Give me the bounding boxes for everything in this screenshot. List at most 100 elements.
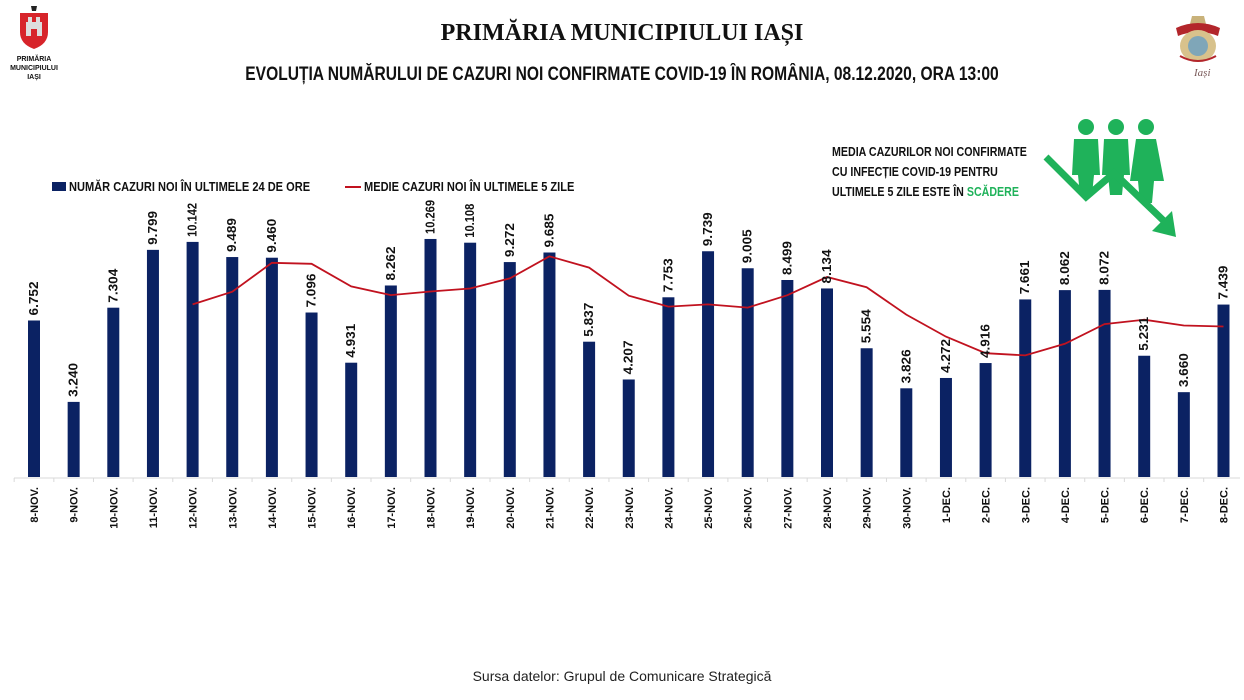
x-tick-label: 19-NOV. [465, 487, 477, 529]
bar-value-label: 8.072 [1097, 251, 1112, 285]
logo-text-2: MUNICIPIULUI [10, 65, 58, 72]
x-tick-label: 25-NOV. [703, 487, 715, 529]
bar-value-label: 10.108 [462, 204, 477, 238]
moving-average-line [192, 255, 1224, 357]
covid-cases-chart: 6.752 3.240 7.304 9.799 10.142 9.489 9.460 7.09… [13, 200, 1240, 529]
x-tick-label: 1-DEC. [941, 487, 953, 523]
x-tick-label: 8-DEC. [1219, 487, 1231, 523]
bar-3-DEC. [1019, 299, 1032, 477]
bar-2-DEC. [979, 363, 992, 477]
x-tick-label: 15-NOV. [307, 487, 319, 529]
bar-value-label: 5.554 [859, 308, 874, 343]
logo-text-3: IAȘI [27, 74, 41, 81]
bar-value-label: 10.269 [423, 200, 438, 234]
bar-value-label: 9.799 [145, 211, 160, 245]
x-tick-label: 7-DEC. [1179, 487, 1191, 523]
bar-22-NOV. [583, 341, 596, 477]
coat-of-arms-icon [20, 6, 48, 49]
iasi-coat-of-arms: Iași [1168, 10, 1228, 90]
x-tick-label: 17-NOV. [386, 487, 398, 529]
x-tick-label: 5-DEC. [1100, 487, 1112, 523]
x-tick-label: 24-NOV. [663, 487, 675, 529]
x-tick-label: 10-NOV. [108, 487, 120, 529]
bar-value-label: 9.739 [700, 212, 715, 246]
bar-23-NOV. [622, 379, 635, 477]
x-tick-label: 12-NOV. [188, 487, 200, 529]
bar-8-DEC. [1217, 304, 1230, 477]
bar-value-label: 3.240 [66, 363, 81, 397]
legend-item-line: MEDIE CAZURI NOI ÎN ULTIMELE 5 ZILE [345, 178, 611, 194]
x-tick-label: 8-NOV. [29, 487, 41, 523]
bar-7-DEC. [1177, 392, 1190, 477]
bar-15-NOV. [305, 312, 318, 477]
bar-value-label: 7.753 [660, 258, 675, 292]
bar-26-NOV. [741, 268, 754, 477]
bar-value-label: 4.931 [343, 324, 358, 358]
x-axis: 8-NOV. 9-NOV. 10-NOV. 11-NOV. 12-NOV. 13-NOV.… [13, 477, 1240, 529]
bar-value-label: 9.460 [264, 219, 279, 253]
bar-value-label: 5.231 [1136, 317, 1151, 351]
trend-note: MEDIA CAZURILOR NOI CONFIRMATE CU INFECȚ… [832, 142, 1070, 202]
bar-value-label: 9.685 [541, 214, 556, 248]
page-title: PRIMĂRIA MUNICIPIULUI IAȘI [440, 20, 804, 46]
note-highlight: SCĂDERE [966, 184, 1019, 199]
bar-10-NOV. [107, 307, 120, 477]
bar-21-NOV. [543, 252, 556, 477]
bar-value-label: 7.661 [1017, 260, 1032, 294]
bar-value-label: 9.005 [740, 229, 755, 263]
bar-14-NOV. [265, 257, 278, 477]
bar-18-NOV. [424, 238, 437, 477]
note-line-1: MEDIA CAZURILOR NOI CONFIRMATE [832, 144, 1027, 159]
bar-value-label: 5.837 [581, 303, 596, 337]
bar-1-DEC. [939, 377, 952, 477]
bar-24-NOV. [662, 297, 675, 477]
x-tick-label: 27-NOV. [782, 487, 794, 529]
bar-17-NOV. [384, 285, 397, 477]
x-tick-label: 4-DEC. [1060, 487, 1072, 523]
bar-11-NOV. [146, 249, 159, 477]
bar-value-label: 4.272 [938, 339, 953, 373]
bar-value-label: 7.096 [304, 274, 319, 308]
line-layer [192, 255, 1224, 357]
bar-6-DEC. [1138, 355, 1151, 477]
bar-12-NOV. [186, 241, 199, 477]
bar-5-DEC. [1098, 289, 1111, 477]
x-tick-label: 14-NOV. [267, 487, 279, 529]
bar-value-label: 7.304 [105, 268, 120, 303]
crest-text: Iași [1193, 67, 1211, 79]
bar-25-NOV. [702, 251, 715, 477]
legend-swatch-line [345, 185, 361, 188]
bar-8-NOV. [28, 320, 40, 477]
x-tick-label: 23-NOV. [624, 487, 636, 529]
bar-19-NOV. [464, 242, 477, 477]
x-tick-label: 3-DEC. [1020, 487, 1032, 523]
bar-value-label: 8.062 [1057, 251, 1072, 285]
bar-4-DEC. [1058, 290, 1071, 477]
bar-27-NOV. [781, 279, 794, 477]
chart-subtitle: EVOLUȚIA NUMĂRULUI DE CAZURI NOI CONFIRM… [245, 64, 999, 85]
x-tick-label: 29-NOV. [862, 487, 874, 529]
legend-swatch-bar [52, 182, 66, 192]
x-tick-label: 13-NOV. [227, 487, 239, 529]
bars-layer [28, 238, 1230, 477]
bar-value-label: 3.660 [1176, 353, 1191, 387]
bar-value-label: 3.826 [898, 349, 913, 383]
x-tick-label: 2-DEC. [981, 487, 993, 523]
legend-label-bars: NUMĂR CAZURI NOI ÎN ULTIMELE 24 DE ORE [69, 179, 311, 195]
bar-value-label: 8.499 [779, 241, 794, 275]
royal-crest-icon: Iași [1176, 16, 1220, 79]
x-tick-label: 16-NOV. [346, 487, 358, 529]
x-tick-label: 11-NOV. [148, 487, 160, 528]
note-line-2: CU INFECȚIE COVID-19 PENTRU [832, 164, 998, 179]
bar-value-label: 9.272 [502, 223, 517, 257]
bar-value-label: 7.439 [1216, 266, 1231, 300]
x-tick-label: 9-NOV. [69, 487, 81, 523]
bar-9-NOV. [67, 401, 80, 477]
x-tick-label: 6-DEC. [1139, 487, 1151, 523]
x-tick-label: 18-NOV. [426, 487, 438, 529]
logo-text-1: PRIMĂRIA [16, 56, 52, 63]
bar-20-NOV. [503, 262, 516, 477]
note-line-3: ULTIMELE 5 ZILE ESTE ÎN SCĂDERE [832, 182, 1027, 202]
legend-item-bars: NUMĂR CAZURI NOI ÎN ULTIMELE 24 DE ORE [52, 178, 353, 194]
bar-28-NOV. [821, 288, 833, 477]
